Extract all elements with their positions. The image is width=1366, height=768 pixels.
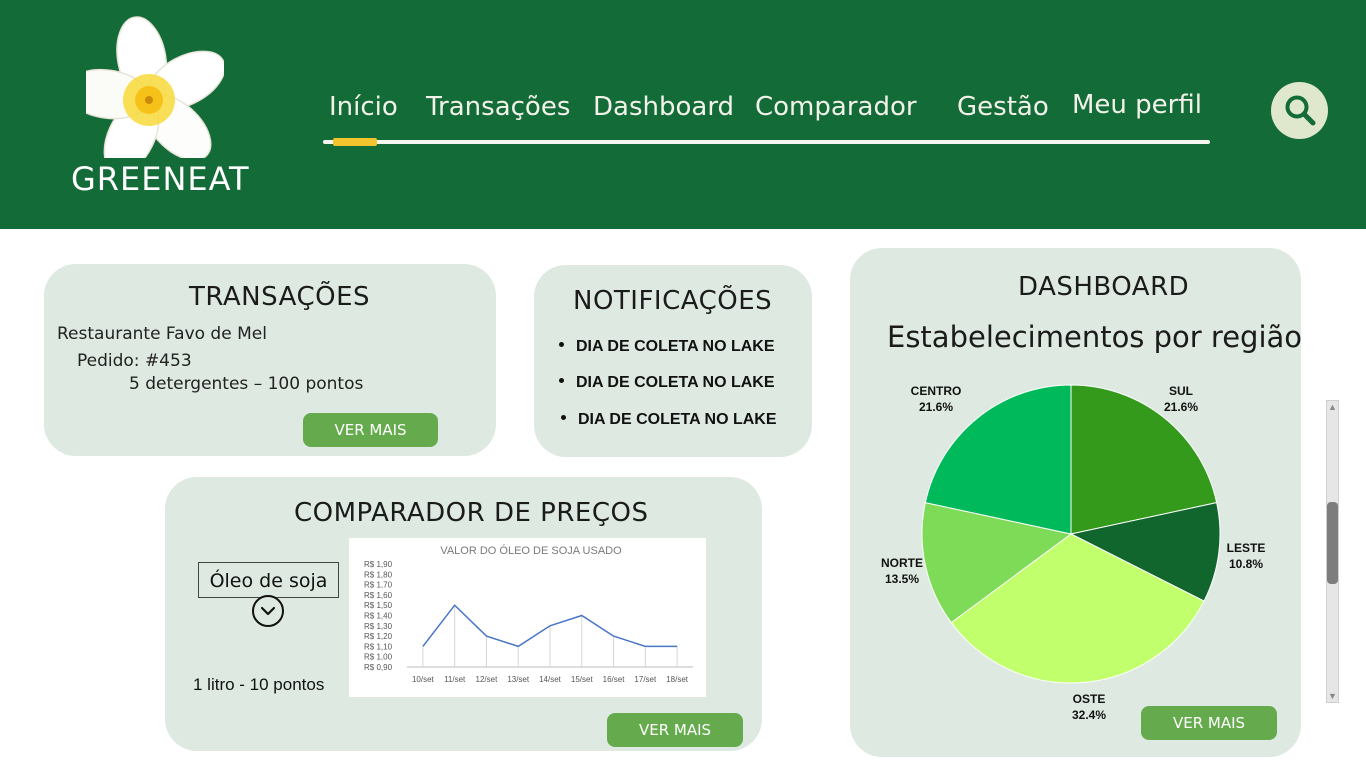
pie-label-centro: CENTRO 21.6% [910, 383, 962, 415]
y-tick-label: R$ 1,00 [364, 653, 393, 662]
x-tick-label: 15/set [571, 675, 594, 684]
pie-label-oste: OSTE 32.4% [1063, 691, 1115, 723]
price-line [422, 604, 678, 648]
x-tick-label: 14/set [539, 675, 562, 684]
notification-item[interactable]: DIA DE COLETA NO LAKE [559, 374, 775, 392]
dashboard-title: DASHBOARD [1018, 272, 1190, 302]
x-tick-label: 10/set [412, 675, 435, 684]
search-icon [1285, 95, 1316, 126]
notification-item[interactable]: DIA DE COLETA NO LAKE [559, 338, 775, 356]
flower-logo-icon [86, 16, 224, 158]
transacoes-ver-mais-button[interactable]: VER MAIS [303, 413, 438, 447]
nav-item-gestao[interactable]: Gestão [957, 92, 1049, 122]
x-tick-label: 11/set [444, 675, 466, 684]
y-tick-label: R$ 1,50 [364, 601, 393, 610]
pie-label-norte: NORTE 13.5% [876, 555, 928, 587]
pie-label-name: CENTRO [910, 384, 962, 398]
x-tick-label: 18/set [666, 675, 689, 684]
y-tick-label: R$ 1,40 [364, 612, 393, 621]
nav-item-comparador[interactable]: Comparador [755, 92, 917, 122]
transaction-merchant: Restaurante Favo de Mel [57, 324, 267, 344]
pie-label-pct: 21.6% [918, 400, 954, 414]
pie-label-leste: LESTE 10.8% [1220, 540, 1272, 572]
notification-item[interactable]: DIA DE COLETA NO LAKE [561, 411, 777, 429]
y-tick-label: R$ 1,60 [364, 591, 393, 600]
dashboard-ver-mais-button[interactable]: VER MAIS [1141, 706, 1277, 740]
x-tick-label: 16/set [603, 675, 626, 684]
pie-slice-norte [921, 502, 1073, 624]
transacoes-title: TRANSAÇÕES [189, 282, 370, 312]
scroll-down-icon[interactable]: ▼ [1328, 691, 1337, 701]
pie-slice-centro [924, 384, 1072, 535]
pie-label-pct: 10.8% [1228, 557, 1264, 571]
oil-price-line-chart: VALOR DO ÓLEO DE SOJA USADO R$ 1,90R$ 1,… [349, 538, 706, 697]
nav-item-inicio[interactable]: Início [329, 92, 398, 122]
pie-label-sul: SUL 21.6% [1155, 383, 1207, 415]
transaction-item: 5 detergentes – 100 pontos [129, 374, 364, 394]
pie-label-pct: 32.4% [1071, 708, 1107, 722]
pie-slice-sul [1070, 384, 1218, 535]
scrollbar-thumb[interactable] [1327, 502, 1338, 584]
search-button[interactable] [1271, 82, 1328, 139]
nav-active-indicator [333, 138, 377, 146]
pie-label-name: NORTE [881, 556, 923, 570]
pie-slice-oste [950, 533, 1205, 684]
nav-item-dashboard[interactable]: Dashboard [593, 92, 735, 122]
region-pie-chart [921, 384, 1221, 684]
pie-label-name: OSTE [1072, 692, 1106, 706]
y-tick-label: R$ 1,70 [364, 581, 393, 590]
y-tick-label: R$ 1,10 [364, 642, 393, 651]
pie-label-name: SUL [1169, 384, 1193, 398]
product-select[interactable]: Óleo de soja [198, 562, 339, 598]
pie-label-name: LESTE [1226, 541, 1266, 555]
y-tick-label: R$ 1,90 [364, 560, 393, 569]
scroll-up-icon[interactable]: ▲ [1328, 402, 1337, 412]
top-header [0, 0, 1366, 229]
y-tick-label: R$ 1,80 [364, 570, 393, 579]
comparador-title: COMPARADOR DE PREÇOS [294, 498, 649, 528]
comparador-ver-mais-button[interactable]: VER MAIS [607, 713, 743, 747]
nav-underline [323, 140, 1210, 144]
pie-label-pct: 21.6% [1163, 400, 1199, 414]
notificacoes-title: NOTIFICAÇÕES [573, 286, 773, 316]
chevron-down-icon[interactable] [252, 595, 284, 627]
notificacoes-card [534, 265, 812, 457]
x-tick-label: 17/set [634, 675, 657, 684]
nav-item-meu-perfil[interactable]: Meu perfil [1072, 90, 1202, 120]
x-tick-label: 12/set [476, 675, 499, 684]
chart-title: VALOR DO ÓLEO DE SOJA USADO [440, 544, 622, 557]
pie-slice-leste [1069, 502, 1221, 602]
y-tick-label: R$ 0,90 [364, 663, 393, 672]
y-tick-label: R$ 1,30 [364, 622, 393, 631]
brand-name: GREENEAT [71, 160, 250, 198]
x-tick-label: 13/set [507, 675, 530, 684]
points-rate: 1 litro - 10 pontos [193, 675, 325, 694]
y-tick-label: R$ 1,20 [364, 632, 393, 641]
nav-item-transacoes[interactable]: Transações [426, 92, 571, 122]
dashboard-subtitle: Estabelecimentos por região [887, 320, 1303, 354]
pie-label-pct: 13.5% [884, 572, 920, 586]
transaction-order: Pedido: #453 [77, 351, 192, 371]
